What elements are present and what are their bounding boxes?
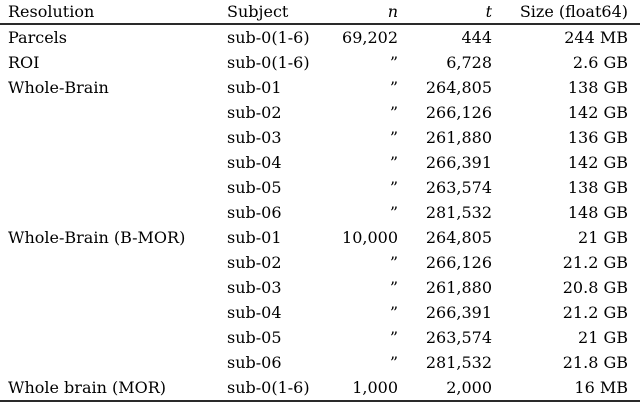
cell-n: ”	[389, 178, 398, 197]
table-row: sub-03 ” 261,880 136 GB	[0, 125, 640, 150]
cell-subject: sub-02	[227, 253, 282, 272]
cell-subject: sub-06	[227, 353, 282, 372]
cell-t: 266,126	[425, 253, 492, 272]
table-row: Whole-Brain (B-MOR) sub-01 10,000 264,805 21…	[0, 225, 640, 250]
cell-n: 69,202	[342, 28, 398, 47]
table-row: sub-02 ” 266,126 142 GB	[0, 100, 640, 125]
cell-size: 16 MB	[574, 378, 628, 397]
column-header-size: Size (float64)	[519, 2, 628, 21]
cell-t: 263,574	[425, 178, 492, 197]
cell-subject: sub-01	[227, 78, 282, 97]
table-row: sub-02 ” 266,126 21.2 GB	[0, 250, 640, 275]
cell-subject: sub-05	[227, 178, 282, 197]
cell-t: 266,126	[425, 103, 492, 122]
cell-n: 1,000	[352, 378, 398, 397]
cell-n: ”	[389, 328, 398, 347]
cell-subject: sub-02	[227, 103, 282, 122]
cell-subject: sub-0(1-6)	[227, 28, 310, 47]
cell-size: 21 GB	[578, 328, 628, 347]
cell-size: 244 MB	[564, 28, 628, 47]
cell-size: 21.2 GB	[562, 253, 628, 272]
cell-subject: sub-03	[227, 128, 282, 147]
table-row: Whole brain (MOR) sub-0(1-6) 1,000 2,000 16 …	[0, 375, 640, 400]
cell-n: 10,000	[342, 228, 398, 247]
cell-size: 21 GB	[578, 228, 628, 247]
table-row: sub-04 ” 266,391 21.2 GB	[0, 300, 640, 325]
cell-n: ”	[389, 153, 398, 172]
table-row: sub-05 ” 263,574 138 GB	[0, 175, 640, 200]
cell-subject: sub-0(1-6)	[227, 378, 310, 397]
cell-subject: sub-04	[227, 303, 282, 322]
cell-size: 142 GB	[567, 103, 628, 122]
table-row: sub-06 ” 281,532 148 GB	[0, 200, 640, 225]
cell-size: 148 GB	[567, 203, 628, 222]
cell-n: ”	[389, 353, 398, 372]
cell-size: 21.8 GB	[562, 353, 628, 372]
cell-t: 266,391	[425, 303, 492, 322]
cell-t: 281,532	[425, 203, 492, 222]
cell-t: 264,805	[425, 78, 492, 97]
cell-size: 21.2 GB	[562, 303, 628, 322]
cell-subject: sub-06	[227, 203, 282, 222]
cell-resolution: Parcels	[8, 28, 67, 47]
table-row: ROI sub-0(1-6) ” 6,728 2.6 GB	[0, 50, 640, 75]
cell-t: 444	[461, 28, 492, 47]
cell-n: ”	[389, 53, 398, 72]
table-row: sub-04 ” 266,391 142 GB	[0, 150, 640, 175]
cell-subject: sub-03	[227, 278, 282, 297]
table-row: sub-06 ” 281,532 21.8 GB	[0, 350, 640, 375]
cell-t: 6,728	[446, 53, 492, 72]
cell-subject: sub-04	[227, 153, 282, 172]
cell-t: 261,880	[425, 278, 492, 297]
table-row: Whole-Brain sub-01 ” 264,805 138 GB	[0, 75, 640, 100]
cell-resolution: Whole-Brain (B-MOR)	[8, 228, 186, 247]
cell-size: 2.6 GB	[572, 53, 628, 72]
cell-n: ”	[389, 253, 398, 272]
cell-resolution: Whole brain (MOR)	[8, 378, 167, 397]
cell-n: ”	[389, 103, 398, 122]
cell-n: ”	[389, 78, 398, 97]
column-header-resolution: Resolution	[8, 2, 95, 21]
table-row: sub-05 ” 263,574 21 GB	[0, 325, 640, 350]
column-header-subject: Subject	[227, 2, 289, 21]
cell-resolution: ROI	[8, 53, 40, 72]
table-header-row: Resolution Subject n t Size (float64)	[0, 1, 640, 25]
cell-size: 136 GB	[567, 128, 628, 147]
cell-n: ”	[389, 278, 398, 297]
table-row: sub-03 ” 261,880 20.8 GB	[0, 275, 640, 300]
cell-t: 263,574	[425, 328, 492, 347]
cell-t: 264,805	[425, 228, 492, 247]
cell-size: 142 GB	[567, 153, 628, 172]
column-header-t: t	[485, 2, 492, 21]
cell-n: ”	[389, 303, 398, 322]
cell-resolution: Whole-Brain	[8, 78, 109, 97]
cell-t: 2,000	[446, 378, 492, 397]
cell-t: 266,391	[425, 153, 492, 172]
cell-t: 261,880	[425, 128, 492, 147]
cell-size: 20.8 GB	[562, 278, 628, 297]
table-row: Parcels sub-0(1-6) 69,202 444 244 MB	[0, 25, 640, 50]
cell-subject: sub-0(1-6)	[227, 53, 310, 72]
table-body: Parcels sub-0(1-6) 69,202 444 244 MB ROI sub-0…	[0, 25, 640, 400]
cell-t: 281,532	[425, 353, 492, 372]
cell-n: ”	[389, 203, 398, 222]
cell-n: ”	[389, 128, 398, 147]
cell-size: 138 GB	[567, 178, 628, 197]
cell-subject: sub-01	[227, 228, 282, 247]
cell-size: 138 GB	[567, 78, 628, 97]
cell-subject: sub-05	[227, 328, 282, 347]
column-header-n: n	[387, 2, 398, 21]
